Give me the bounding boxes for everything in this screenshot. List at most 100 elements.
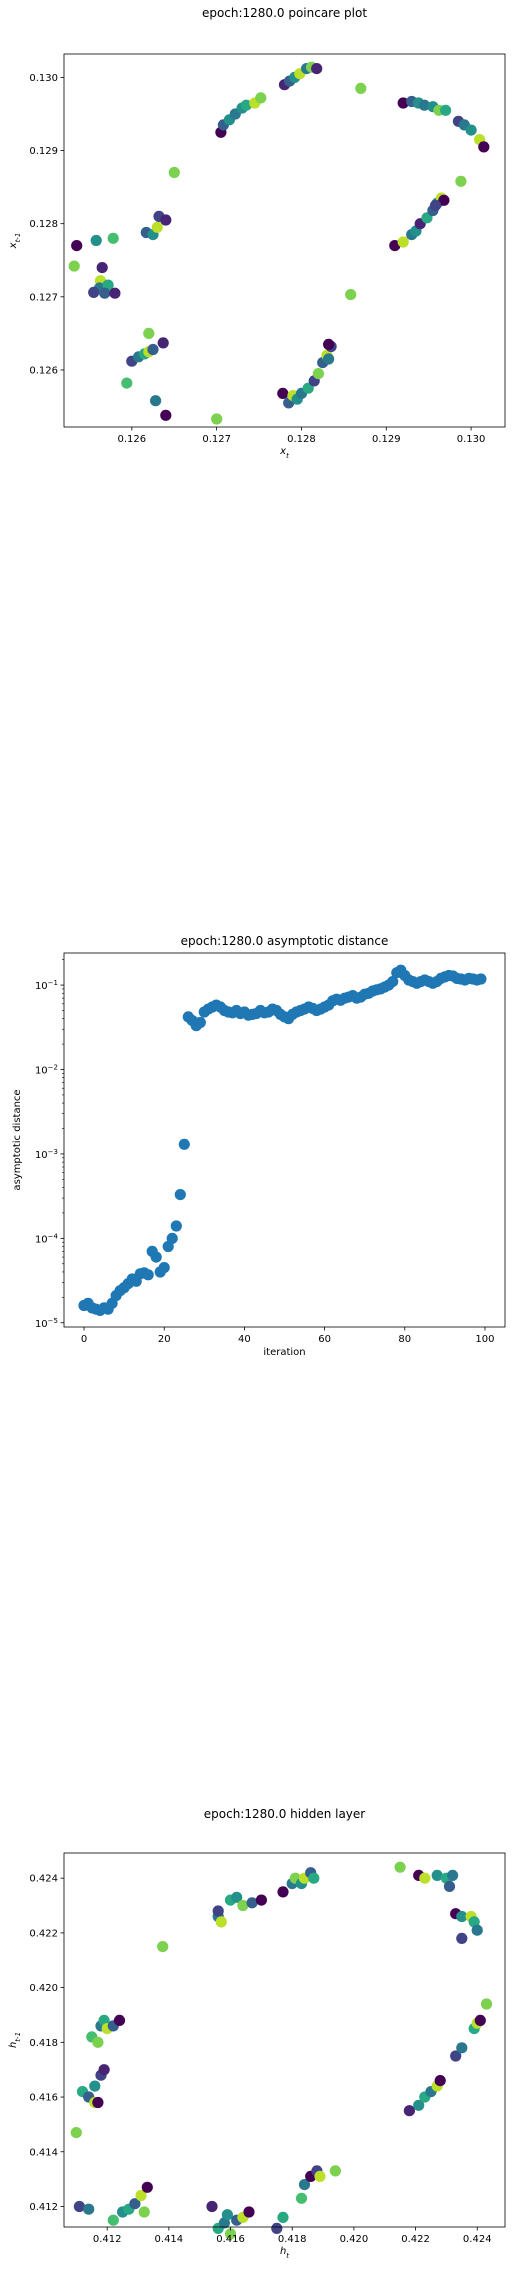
scatter-point [121,377,133,389]
scatter-point [429,199,442,211]
scatter-point [151,221,163,233]
scatter-point [471,1924,483,1936]
y-tick-label: 10−2 [35,1064,58,1077]
y-tick-label: 10−3 [35,1148,58,1161]
x-axis-label: ht [280,2246,289,2260]
x-tick-label: 0.129 [372,434,401,445]
y-tick-label: 10−1 [35,979,58,992]
scatter-point [277,2211,289,2223]
scatter-point [68,260,80,272]
y-tick-label: 0.126 [29,365,58,376]
x-tick-label: 40 [238,1334,251,1345]
scatter-point [478,141,490,153]
y-tick-label: 10−4 [35,1232,59,1245]
scatter-point [438,194,450,206]
scatter-point [92,2096,104,2109]
y-tick-label: 0.414 [29,2147,58,2158]
scatter-point [88,286,100,298]
y-axis-label: ht-1 [8,2032,22,2048]
scatter-point [129,2198,141,2210]
x-tick-label: 80 [398,1334,411,1345]
scatter-point [99,287,111,299]
x-tick-label: 0 [81,1334,87,1345]
scatter-point [480,1998,493,2010]
scatter-point [456,2042,468,2054]
y-tick-label: 0.128 [29,219,58,230]
scatter-point [215,1916,227,1928]
scatter-point [450,2050,462,2062]
scatter-point [150,1251,162,1263]
scatter-point [397,97,409,109]
scatter-point [443,1880,456,1892]
x-tick-label: 0.128 [287,434,316,445]
scatter-point [387,976,399,988]
scatter-point [419,1872,431,1884]
scatter-point [255,92,267,104]
scatter-point [150,395,162,407]
scatter-point [308,1872,320,1884]
scatter-point [413,2099,425,2111]
scatter-point [312,368,324,380]
x-tick-label: 0.424 [463,2234,492,2245]
scatter-point [456,1932,468,1944]
x-tick-label: 0.130 [457,434,486,445]
scatter-point [418,99,430,111]
scatter-point [240,99,252,111]
y-axis-label: xt-1 [8,233,22,250]
scatter-point [323,353,335,365]
scatter-point [170,1220,182,1232]
plot-frame [63,53,506,428]
scatter-point [70,2127,82,2139]
scatter-point [440,104,452,116]
x-tick-label: 0.414 [155,2234,184,2245]
chart-title: epoch:1280.0 hidden layer [204,1807,366,1821]
scatter-point [329,2165,341,2177]
plot-frame [63,952,506,1328]
y-tick-label: 0.129 [29,146,58,157]
scatter-point [168,166,180,179]
y-tick-label: 0.422 [29,1928,58,1939]
scatter-point [447,1869,459,1881]
scatter-point [397,236,409,248]
scatter-point [166,1232,178,1244]
scatter-point [89,2080,101,2092]
scatter-point [237,1899,249,1912]
chart-title: epoch:1280.0 poincare plot [202,6,367,20]
scatter-point [92,2036,104,2048]
x-tick-label: 0.420 [340,2234,369,2245]
scatter-point [475,973,487,985]
x-tick-label: 0.418 [278,2234,307,2245]
plot-frame [63,1852,506,2228]
scatter-point [211,413,223,425]
scatter-point [143,327,155,339]
y-tick-label: 0.420 [29,1983,58,1994]
chart-title: epoch:1280.0 asymptotic distance [181,934,389,948]
scatter-point [403,2105,415,2117]
scatter-point [178,1138,190,1150]
scatter-point [157,1941,169,1953]
y-tick-label: 0.130 [29,73,58,84]
x-axis-label: iteration [263,1347,305,1358]
scatter-point [295,2192,308,2204]
scatter-point [73,2200,85,2213]
y-axis-label: asymptotic distance [12,1089,23,1190]
scatter-point [107,232,119,244]
scatter-point [138,2206,150,2218]
scatter-point [71,240,83,252]
y-tick-label: 0.412 [29,2202,58,2213]
scatter-point [277,1886,289,1898]
scatter-point [98,2064,110,2076]
scatter-point [231,1891,243,1903]
scatter-point [212,1905,224,1917]
scatter-point [434,2075,446,2087]
scatter-point [345,289,357,301]
y-tick-label: 0.418 [29,2038,58,2049]
scatter-point [298,2179,311,2191]
x-axis-label: xt [279,446,289,460]
scatter-point [90,234,102,247]
scatter-point [113,2014,126,2026]
x-tick-label: 100 [475,1334,494,1345]
x-tick-label: 0.412 [93,2234,122,2245]
scatter-point [194,1016,206,1029]
